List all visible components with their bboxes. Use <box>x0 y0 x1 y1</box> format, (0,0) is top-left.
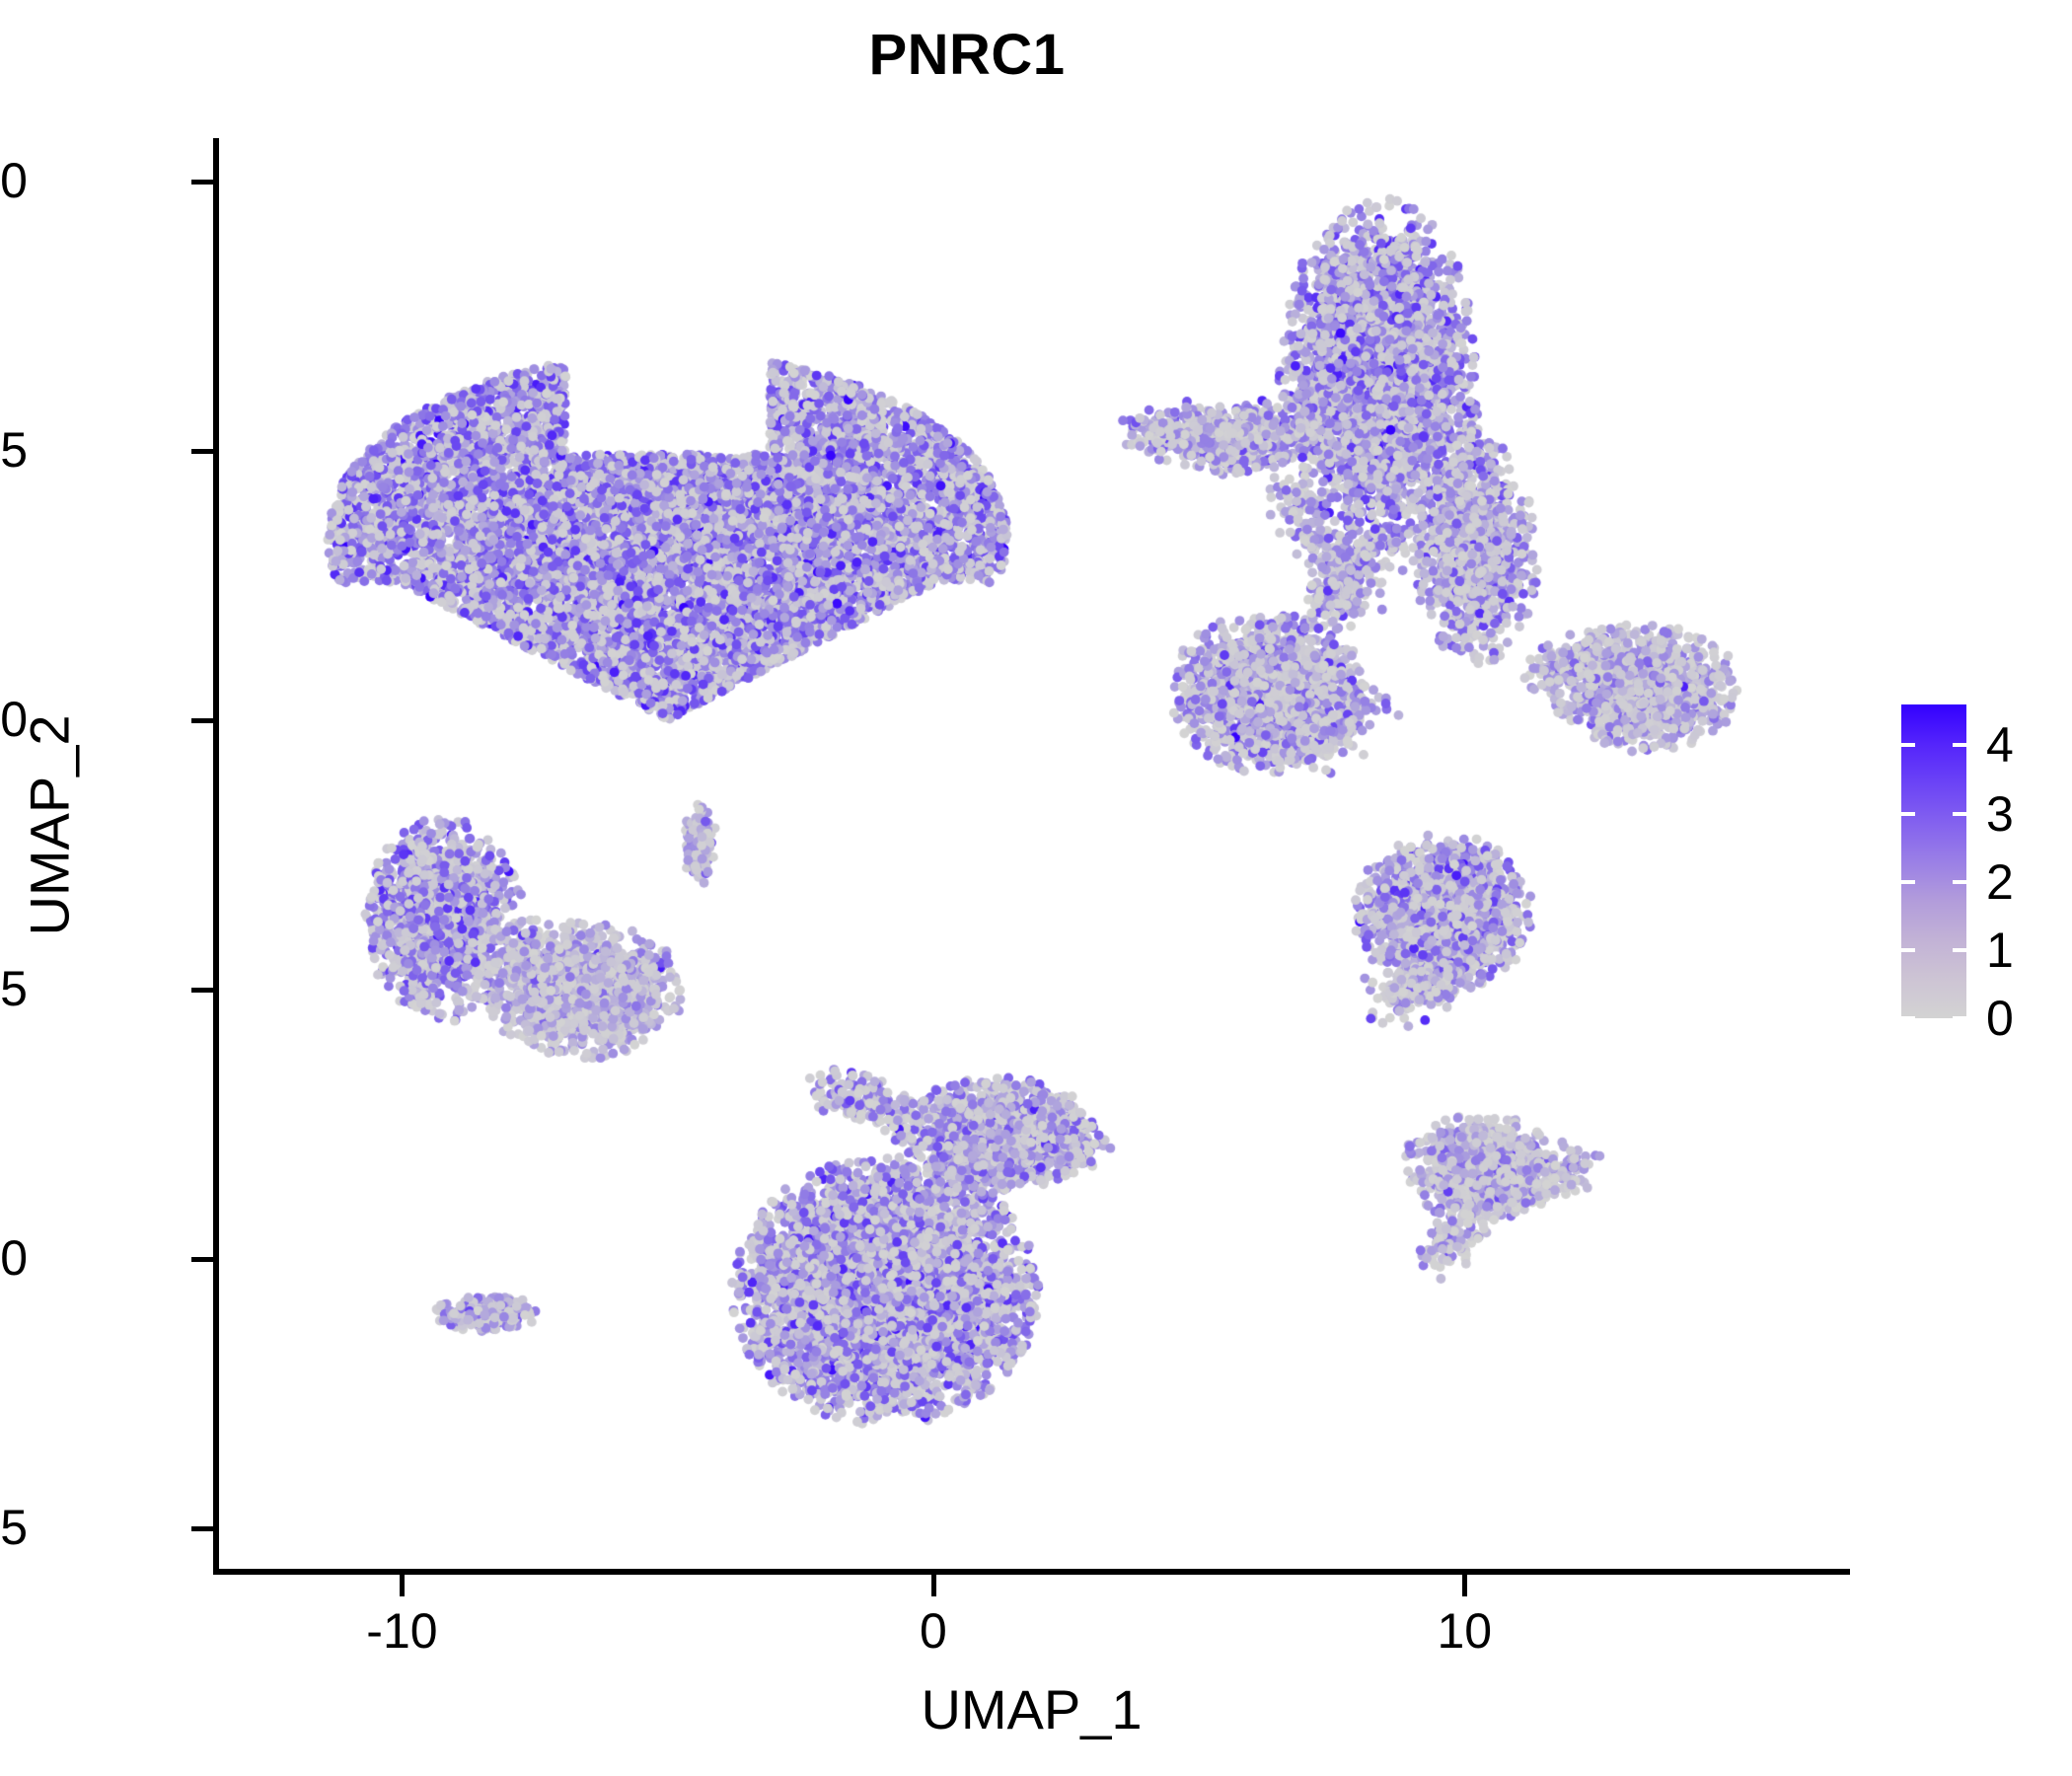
x-axis-title: UMAP_1 <box>921 1678 1143 1740</box>
x-tick-mark <box>1462 1575 1468 1596</box>
y-tick-label: -5 <box>0 961 28 1017</box>
y-tick-mark <box>191 1526 213 1532</box>
colorbar-tick-label: 3 <box>1986 785 2014 842</box>
x-tick-label: -10 <box>366 1603 438 1659</box>
colorbar-tick-mark <box>1901 879 1915 884</box>
colorbar-tick-mark <box>1901 811 1915 816</box>
y-tick-label: 10 <box>0 152 28 208</box>
colorbar-tick-mark <box>1901 1016 1915 1020</box>
colorbar-tick-label: 1 <box>1986 922 2014 978</box>
page-title: PNRC1 <box>868 23 1066 87</box>
colorbar-tick-mark <box>1901 947 1915 952</box>
colorbar-tick-mark <box>1953 879 1966 884</box>
y-tick-label: -15 <box>0 1500 28 1556</box>
colorbar-tick-mark <box>1953 947 1966 952</box>
colorbar-tick-mark <box>1953 743 1966 748</box>
colorbar-tick-label: 2 <box>1986 853 2014 910</box>
x-tick-label: 10 <box>1437 1603 1493 1659</box>
y-tick-label: -10 <box>0 1230 28 1287</box>
x-tick-mark <box>400 1575 406 1596</box>
colorbar-legend: 4 3 2 1 0 <box>1901 704 2014 1043</box>
y-tick-mark <box>191 179 213 185</box>
plot-panel <box>216 138 1847 1572</box>
y-tick-mark <box>191 448 213 454</box>
colorbar-tick-mark <box>1953 1016 1966 1020</box>
colorbar-tick-mark <box>1953 811 1966 816</box>
scatter-points-canvas <box>216 138 1847 1572</box>
y-tick-mark <box>191 988 213 994</box>
colorbar-gradient: 4 3 2 1 0 <box>1901 704 2014 1043</box>
y-axis-line <box>213 138 219 1575</box>
colorbar-tick-label: 0 <box>1986 991 2014 1046</box>
y-tick-label: 5 <box>0 421 28 478</box>
x-tick-mark <box>930 1575 936 1596</box>
colorbar-tick-label: 4 <box>1986 717 2014 774</box>
y-tick-mark <box>191 717 213 723</box>
y-tick-mark <box>191 1257 213 1263</box>
colorbar-tick-mark <box>1901 743 1915 748</box>
y-tick-label: 0 <box>0 691 28 747</box>
x-tick-label: 0 <box>919 1603 947 1659</box>
y-axis-title: UMAP_2 <box>18 714 81 936</box>
x-axis-line <box>213 1569 1850 1575</box>
